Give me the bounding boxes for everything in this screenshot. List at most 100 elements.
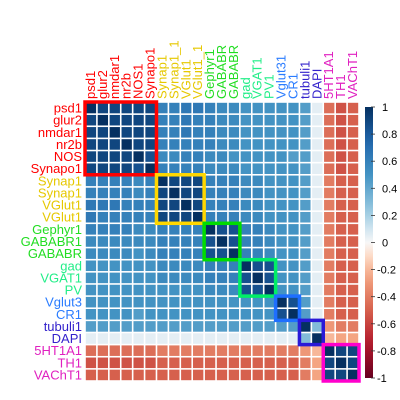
- heatmap-cell: [145, 139, 156, 150]
- heatmap-cell: [335, 199, 347, 211]
- heatmap-cell: [121, 345, 132, 356]
- heatmap-cell: [193, 151, 204, 162]
- cluster-outlines: [83, 100, 361, 383]
- heatmap-cell: [85, 114, 97, 126]
- heatmap-cell: [288, 369, 299, 381]
- heatmap-cell: [169, 333, 180, 344]
- heatmap-cell: [240, 369, 251, 381]
- heatmap-cell: [157, 357, 168, 369]
- heatmap-cell: [240, 151, 251, 162]
- heatmap-cell: [157, 321, 168, 332]
- heatmap-cell: [312, 248, 323, 259]
- heatmap-cell: [145, 345, 156, 356]
- heatmap-cell: [157, 248, 168, 259]
- heatmap-cell: [204, 284, 216, 296]
- heatmap-cell: [169, 321, 180, 332]
- heatmap-cell: [157, 333, 168, 344]
- heatmap-cell: [216, 272, 228, 284]
- heatmap-cell: [276, 102, 287, 114]
- heatmap-cell: [240, 357, 251, 369]
- heatmap-cell: [288, 272, 299, 284]
- heatmap-cell: [312, 114, 323, 126]
- heatmap-cell: [145, 248, 156, 259]
- heatmap-cell: [193, 127, 204, 138]
- heatmap-cell: [300, 248, 311, 259]
- heatmap-cell: [85, 163, 97, 174]
- heatmap-cell: [169, 114, 180, 126]
- heatmap-cell: [252, 139, 263, 150]
- heatmap-cell: [240, 139, 251, 150]
- heatmap-cell: [145, 321, 156, 332]
- heatmap-cell: [300, 296, 311, 308]
- heatmap-cell: [312, 102, 323, 114]
- heatmap-cell: [335, 333, 347, 344]
- heatmap-cell: [288, 102, 299, 114]
- row-label: VAChT1: [34, 367, 82, 382]
- heatmap-cell: [204, 127, 216, 138]
- row-labels: psd1glur2nmdar1nr2bNOSSynapo1Synap1Synap…: [21, 101, 83, 383]
- column-label: CR1: [285, 73, 300, 99]
- colorbar-tick-label: -0.2: [377, 265, 396, 277]
- heatmap-cell: [145, 272, 156, 284]
- row-label: GABABR1: [21, 234, 82, 249]
- heatmap-cell: [228, 114, 240, 126]
- heatmap-cell: [133, 224, 144, 235]
- heatmap-cell: [85, 296, 97, 308]
- heatmap-cell: [240, 211, 251, 223]
- heatmap-cell: [276, 236, 287, 247]
- heatmap-cell: [216, 102, 228, 114]
- heatmap-cell: [204, 248, 216, 259]
- heatmap-cell: [312, 369, 323, 381]
- heatmap-cell: [300, 175, 311, 187]
- heatmap-cell: [312, 236, 323, 247]
- heatmap-cell: [228, 333, 240, 344]
- heatmap-cell: [133, 284, 144, 296]
- heatmap-cell: [228, 248, 240, 259]
- column-label: VGAT1: [250, 57, 265, 99]
- heatmap-cell: [288, 114, 299, 126]
- heatmap-cell: [252, 369, 263, 381]
- heatmap-cell: [133, 114, 144, 126]
- heatmap-cell: [252, 345, 263, 356]
- heatmap-cell: [133, 139, 144, 150]
- heatmap-cell: [121, 284, 132, 296]
- heatmap-cell: [252, 187, 263, 199]
- heatmap-cell: [193, 139, 204, 150]
- heatmap-cell: [300, 309, 311, 320]
- heatmap-cell: [121, 248, 132, 259]
- column-label: VAChT1: [345, 51, 360, 99]
- row-label: glur2: [53, 113, 82, 128]
- heatmap-cell: [252, 127, 263, 138]
- heatmap-cell: [324, 224, 335, 235]
- heatmap-cell: [276, 163, 287, 174]
- heatmap-cell: [204, 369, 216, 381]
- heatmap-cell: [252, 199, 263, 211]
- heatmap-cell: [145, 102, 156, 114]
- row-label: nr2b: [56, 137, 82, 152]
- heatmap-cell: [121, 224, 132, 235]
- heatmap-cell: [169, 284, 180, 296]
- heatmap-cell: [133, 357, 144, 369]
- heatmap-cell: [216, 139, 228, 150]
- heatmap-cell: [240, 296, 251, 308]
- column-label: nr2b: [119, 73, 134, 99]
- heatmap-cell: [85, 175, 97, 187]
- heatmap-cell: [181, 127, 192, 138]
- heatmap-cell: [288, 199, 299, 211]
- heatmap-cell: [335, 296, 347, 308]
- column-label: GABABR: [214, 45, 229, 99]
- column-label: tubuli1: [297, 61, 312, 99]
- heatmap-cell: [288, 224, 299, 235]
- heatmap-cell: [204, 151, 216, 162]
- heatmap-cell: [157, 345, 168, 356]
- heatmap-cell: [300, 284, 311, 296]
- heatmap-cell: [204, 272, 216, 284]
- heatmap-cell: [85, 224, 97, 235]
- heatmap-cell: [97, 211, 109, 223]
- heatmap-cell: [157, 309, 168, 320]
- heatmap-cell: [169, 224, 180, 235]
- heatmap-cell: [216, 260, 228, 272]
- heatmap-cell: [204, 199, 216, 211]
- heatmap-cell: [276, 139, 287, 150]
- heatmap-cell: [204, 139, 216, 150]
